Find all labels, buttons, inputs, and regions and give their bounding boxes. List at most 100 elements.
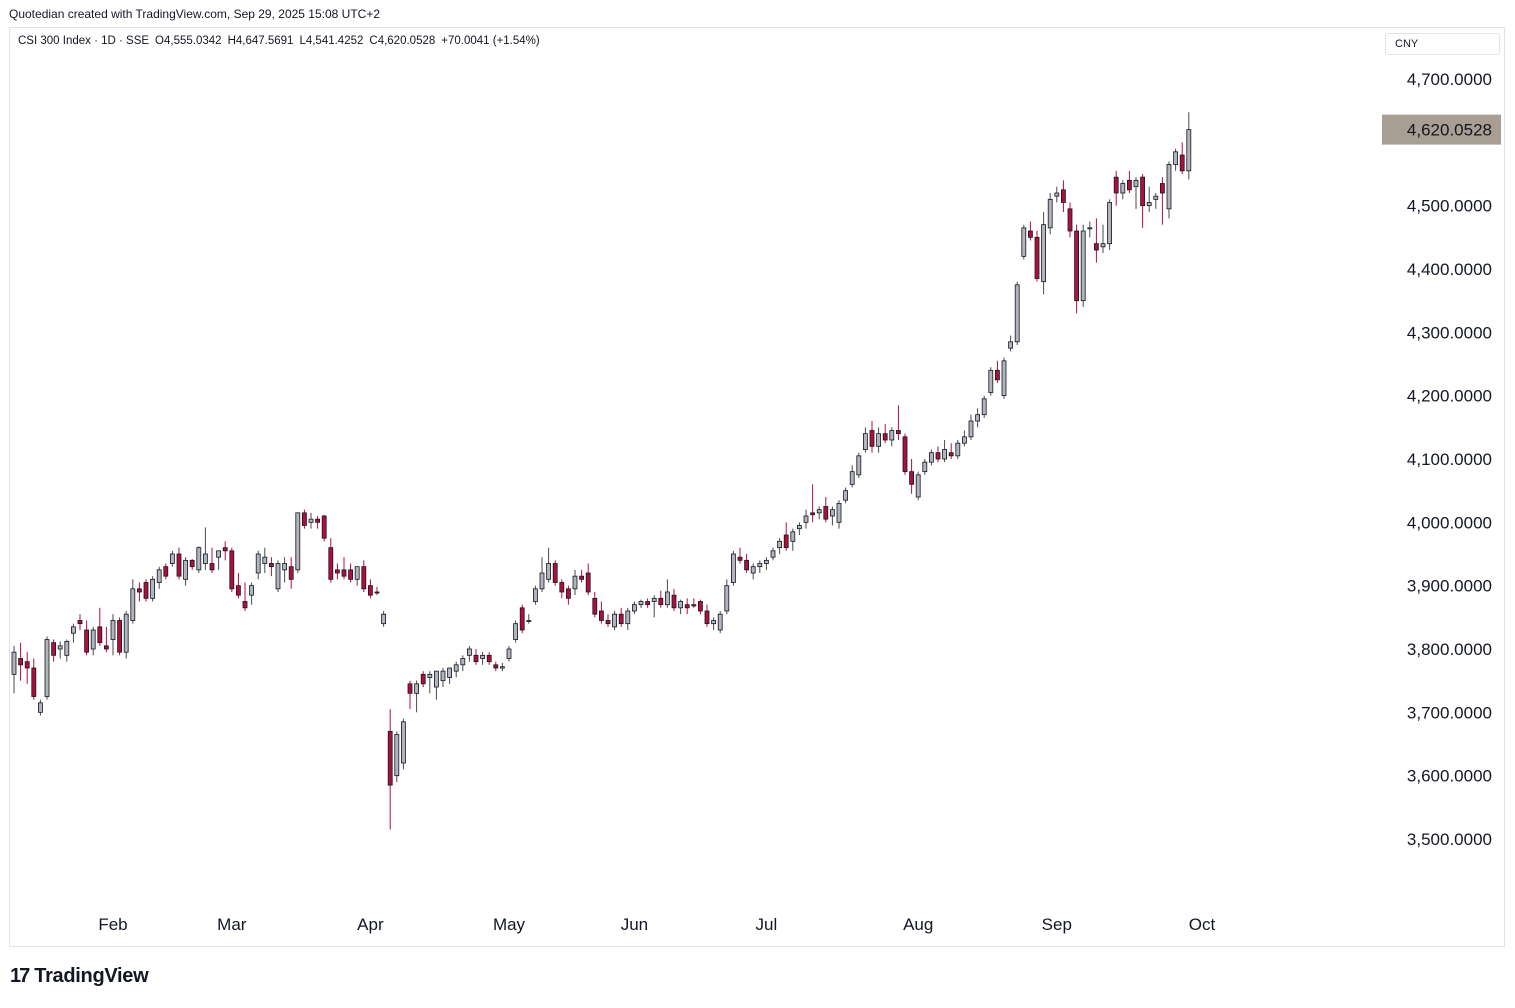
candle-body bbox=[150, 578, 156, 599]
candle-body bbox=[1041, 224, 1046, 283]
candle-body bbox=[51, 642, 56, 656]
candle-body bbox=[334, 569, 340, 574]
candle-body bbox=[1067, 208, 1073, 232]
candle-body bbox=[783, 534, 789, 549]
candle-body bbox=[460, 658, 466, 666]
candle-body bbox=[988, 369, 994, 393]
candle-body bbox=[935, 452, 941, 460]
candle-body bbox=[836, 502, 842, 523]
tradingview-logo-icon: 17 bbox=[10, 965, 30, 987]
candle-body bbox=[572, 575, 578, 590]
candle-body bbox=[400, 721, 406, 764]
candle-body bbox=[830, 509, 835, 517]
candle-body bbox=[367, 585, 373, 596]
candle-body bbox=[625, 610, 631, 625]
candle-body bbox=[599, 610, 604, 621]
candle-body bbox=[77, 620, 83, 625]
candle-body bbox=[737, 556, 743, 561]
candle-body bbox=[315, 518, 321, 523]
candle-body bbox=[849, 471, 855, 485]
candle-body bbox=[790, 531, 796, 542]
candle-body bbox=[235, 585, 241, 596]
candle-body bbox=[1179, 154, 1185, 172]
candle-body bbox=[757, 563, 763, 568]
candle-body bbox=[262, 556, 268, 564]
candle-body bbox=[902, 436, 908, 473]
candle-body bbox=[546, 563, 551, 580]
candle-body bbox=[414, 683, 420, 694]
candle-body bbox=[731, 553, 736, 583]
candle-body bbox=[889, 430, 895, 441]
candle-body bbox=[31, 667, 37, 697]
candle-body bbox=[658, 597, 664, 606]
candle-body bbox=[1186, 129, 1192, 172]
candle-body bbox=[948, 452, 954, 457]
candle-body bbox=[117, 620, 122, 653]
candle-body bbox=[816, 509, 822, 514]
candle-body bbox=[1061, 189, 1066, 203]
candle-body bbox=[744, 559, 749, 571]
legend-symbol[interactable]: CSI 300 Index · 1D · SSE bbox=[18, 35, 150, 47]
candle-body bbox=[169, 553, 175, 564]
candle-body bbox=[665, 591, 670, 606]
candle-body bbox=[856, 455, 862, 476]
candle-body bbox=[797, 525, 802, 530]
tradingview-wordmark: TradingView bbox=[34, 965, 149, 987]
candle-body bbox=[1047, 198, 1053, 229]
candle-body bbox=[955, 442, 961, 457]
candle-body bbox=[18, 658, 24, 666]
candle-body bbox=[90, 629, 96, 650]
candle-body bbox=[1140, 176, 1145, 207]
candle-body bbox=[361, 566, 367, 590]
candle-body bbox=[209, 563, 215, 571]
candle-body bbox=[104, 645, 109, 650]
y-axis-tick-label: 3,700.0000 bbox=[1407, 703, 1492, 722]
y-axis-tick-label: 3,600.0000 bbox=[1407, 767, 1492, 786]
candle-body bbox=[394, 734, 400, 777]
candle-body bbox=[486, 654, 492, 663]
candle-body bbox=[863, 433, 868, 450]
candle-body bbox=[255, 553, 261, 574]
candle-body bbox=[684, 604, 690, 609]
x-axis-tick-label: Jul bbox=[756, 915, 778, 934]
candle-body bbox=[196, 547, 202, 571]
candle-body bbox=[975, 414, 980, 422]
candle-body bbox=[242, 601, 248, 609]
candle-body bbox=[777, 540, 782, 549]
candle-body bbox=[348, 569, 354, 580]
candle-body bbox=[1087, 227, 1093, 230]
candle-body bbox=[64, 641, 70, 656]
y-axis-tick-label: 4,000.0000 bbox=[1407, 513, 1492, 532]
legend-close: C4,620.0528 bbox=[369, 35, 436, 47]
candle-body bbox=[579, 575, 584, 580]
candle-body bbox=[1160, 183, 1165, 194]
y-axis-tick-label: 4,500.0000 bbox=[1407, 197, 1492, 216]
candle-body bbox=[301, 512, 307, 526]
legend-change: +70.0041 (+1.54%) bbox=[441, 35, 540, 47]
tradingview-logo[interactable]: 17 TradingView bbox=[10, 965, 149, 988]
candle-body bbox=[552, 563, 558, 583]
chart-frame bbox=[9, 27, 1505, 947]
candle-body bbox=[282, 563, 288, 571]
candle-body bbox=[407, 683, 413, 694]
legend-low: L4,541.4252 bbox=[299, 35, 364, 47]
candle-body bbox=[559, 582, 565, 593]
candle-body bbox=[163, 566, 169, 577]
candle-body bbox=[387, 730, 393, 786]
currency-selector[interactable]: CNY bbox=[1385, 33, 1500, 55]
chart-caption: Quotedian created with TradingView.com, … bbox=[9, 7, 381, 21]
candle-body bbox=[711, 620, 716, 625]
candle-body bbox=[843, 490, 848, 501]
candle-body bbox=[678, 601, 683, 609]
candle-body bbox=[328, 547, 334, 580]
candle-body bbox=[1146, 202, 1152, 207]
legend-high: H4,647.5691 bbox=[227, 35, 294, 47]
candle-body bbox=[354, 566, 360, 580]
candle-body bbox=[1028, 230, 1033, 238]
candle-body bbox=[750, 566, 756, 574]
candle-body bbox=[288, 566, 294, 580]
candle-body bbox=[480, 654, 486, 659]
candle-body bbox=[1113, 176, 1119, 194]
candle-body bbox=[810, 512, 815, 516]
